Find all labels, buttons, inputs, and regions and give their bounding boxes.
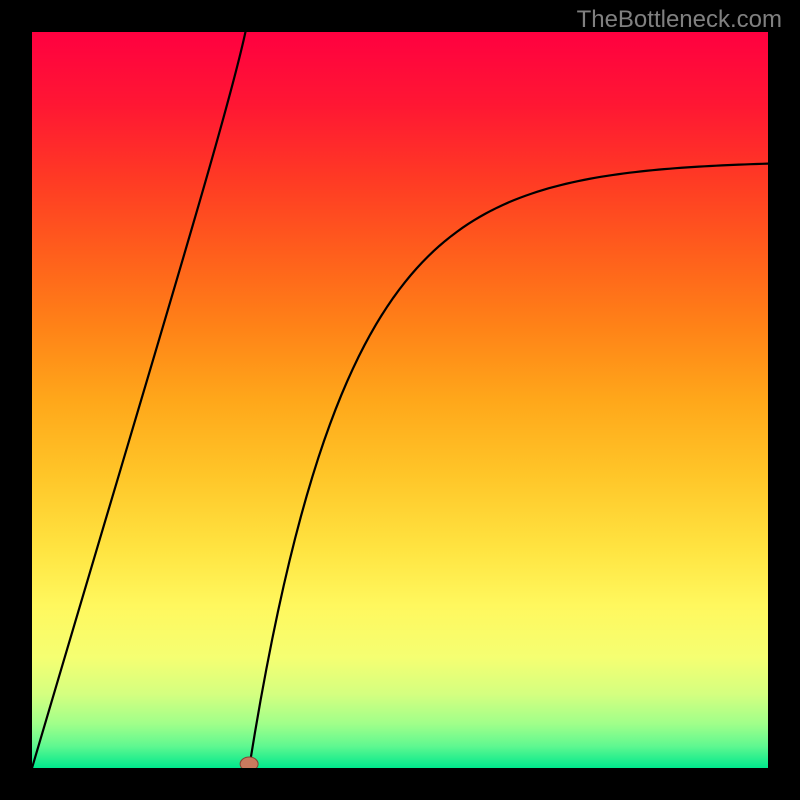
gradient-background bbox=[32, 32, 768, 768]
chart-svg bbox=[32, 32, 768, 768]
watermark-text: TheBottleneck.com bbox=[577, 6, 782, 34]
chart-plot-area bbox=[32, 32, 768, 768]
minimum-marker bbox=[240, 757, 258, 768]
